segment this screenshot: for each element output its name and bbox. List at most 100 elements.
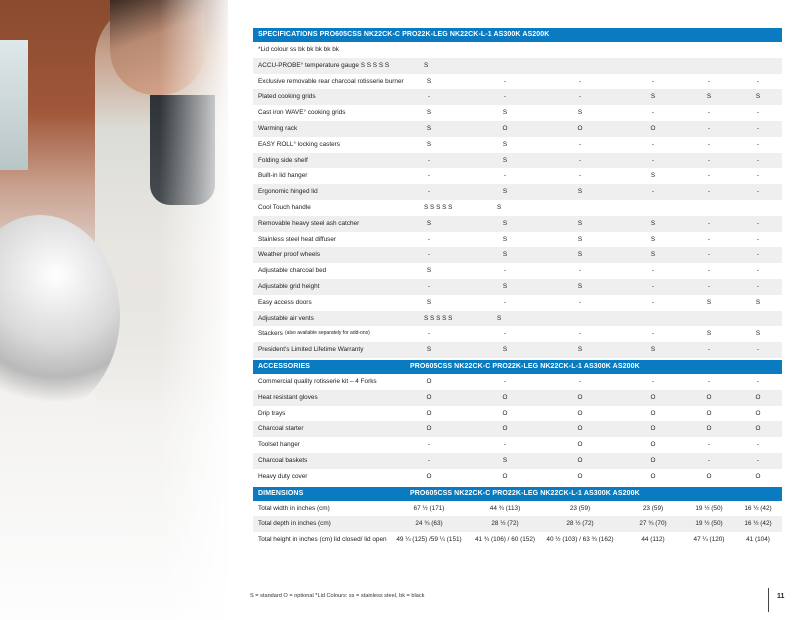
row-value: - (651, 330, 655, 338)
row-label: Exclusive removable rear charcoal rotiss… (258, 77, 404, 85)
page-number: 11 (777, 593, 785, 600)
row-value: O (650, 472, 656, 480)
row-value: - (707, 346, 711, 354)
row-value: - (427, 282, 431, 290)
row-value: S (650, 346, 656, 354)
row-value: - (756, 377, 760, 385)
table-row: Exclusive removable rear charcoal rotiss… (253, 74, 782, 90)
table-row: Stainless steel heat diffuser - S S S - - (253, 232, 782, 248)
row-value: 16 ½ (42) (744, 520, 772, 528)
row-value: - (707, 172, 711, 180)
row-value: S S S S S (424, 203, 453, 211)
row-value: - (503, 441, 507, 449)
table-row: Adjustable grid height - S S - - - (253, 278, 782, 295)
row-value: - (578, 298, 582, 306)
legend-footnote: S = standard O = optional *Lid Colours: … (250, 593, 425, 599)
table-row: Easy access doors S - - - S S (253, 295, 782, 311)
row-value: S (426, 267, 432, 275)
row-value: S (502, 109, 508, 117)
row-value: O (706, 393, 712, 401)
table-row: Total depth in inches (cm) 24 ¾ (63) 28 ½ … (253, 516, 782, 533)
row-value: O (502, 409, 508, 417)
table-row: Ergonomic hinged lid - S S - - - (253, 184, 782, 200)
table-row: Charcoal baskets - S O O - - (253, 452, 782, 469)
row-value: - (707, 377, 711, 385)
row-value: O (650, 393, 656, 401)
dimensions-models: PRO605CSS NK22CK-C PRO22K-LEG NK22CK-L-1… (410, 489, 640, 497)
row-value: S (755, 298, 761, 306)
row-value: S (424, 61, 429, 69)
table-row: President's Limited Lifetime Warranty S S S… (253, 342, 782, 358)
row-value: - (427, 156, 431, 164)
row-value: 19 ½ (50) (695, 504, 723, 512)
row-value: S (502, 235, 508, 243)
row-value: - (578, 140, 582, 148)
row-label: EASY ROLL° locking casters (258, 140, 341, 148)
row-value: S (577, 282, 583, 290)
row-value: S (650, 235, 656, 243)
row-value: - (503, 298, 507, 306)
row-value: - (756, 251, 760, 259)
row-value: S (426, 124, 432, 132)
row-value: - (651, 109, 655, 117)
row-value: O (426, 472, 432, 480)
row-value: - (503, 77, 507, 85)
row-value: - (427, 456, 431, 464)
row-value: - (578, 330, 582, 338)
row-value: S (426, 346, 432, 354)
row-value: S (502, 140, 508, 148)
row-value: 23 (59) (642, 504, 664, 512)
row-value: - (707, 267, 711, 275)
table-row: Warming rack S O O O - - (253, 120, 782, 137)
row-value: S (426, 298, 432, 306)
accessories-rows: Commercial quality rotisserie kit – 4 Fo… (253, 374, 782, 485)
row-label: Removable heavy steel ash catcher (258, 219, 360, 227)
row-value: - (707, 219, 711, 227)
row-label: Adjustable charcoal bed (258, 267, 327, 275)
row-value: O (426, 377, 432, 385)
row-value: - (707, 188, 711, 196)
row-label: Plated cooking grids (258, 93, 316, 101)
row-value: S (650, 93, 656, 101)
row-value: S (502, 251, 508, 259)
row-value: - (707, 124, 711, 132)
row-value: - (756, 235, 760, 243)
row-label: President's Limited Lifetime Warranty (258, 346, 364, 354)
row-value: - (707, 140, 711, 148)
row-label: Ergonomic hinged lid (258, 188, 318, 196)
row-label: Heat resistant gloves (258, 393, 318, 401)
row-value: - (651, 282, 655, 290)
row-value: S (650, 251, 656, 259)
row-value: S (426, 219, 432, 227)
table-row: Heavy duty cover O O O O O O (253, 469, 782, 485)
row-value: - (651, 188, 655, 196)
table-row: Adjustable air vents S S S S S S (253, 310, 782, 327)
row-label: Drip trays (258, 409, 286, 417)
row-value: O (650, 425, 656, 433)
row-value: - (707, 235, 711, 243)
row-label: Total width in inches (cm) (258, 504, 330, 512)
row-value: - (756, 156, 760, 164)
table-row: Commercial quality rotisserie kit – 4 Fo… (253, 374, 782, 390)
row-value: S (577, 109, 583, 117)
row-value: - (427, 235, 431, 243)
row-value: O (755, 393, 761, 401)
table-row: EASY ROLL° locking casters S S - - - - (253, 137, 782, 153)
row-label: Stainless steel heat diffuser (258, 235, 337, 243)
row-value: 16 ½ (42) (744, 504, 772, 512)
row-value: O (706, 472, 712, 480)
row-value: - (427, 330, 431, 338)
row-value: - (756, 441, 760, 449)
row-value: - (756, 282, 760, 290)
row-label: Cast iron WAVE° cooking grids (258, 109, 346, 117)
row-value: O (577, 425, 583, 433)
row-label: Folding side shelf (258, 156, 308, 164)
row-value: S (426, 109, 432, 117)
row-value: - (578, 77, 582, 85)
photo-fade (0, 0, 228, 620)
row-value: - (578, 172, 582, 180)
row-value: - (756, 109, 760, 117)
row-label: Easy access doors (258, 298, 312, 306)
row-value: O (755, 409, 761, 417)
row-value: - (651, 77, 655, 85)
